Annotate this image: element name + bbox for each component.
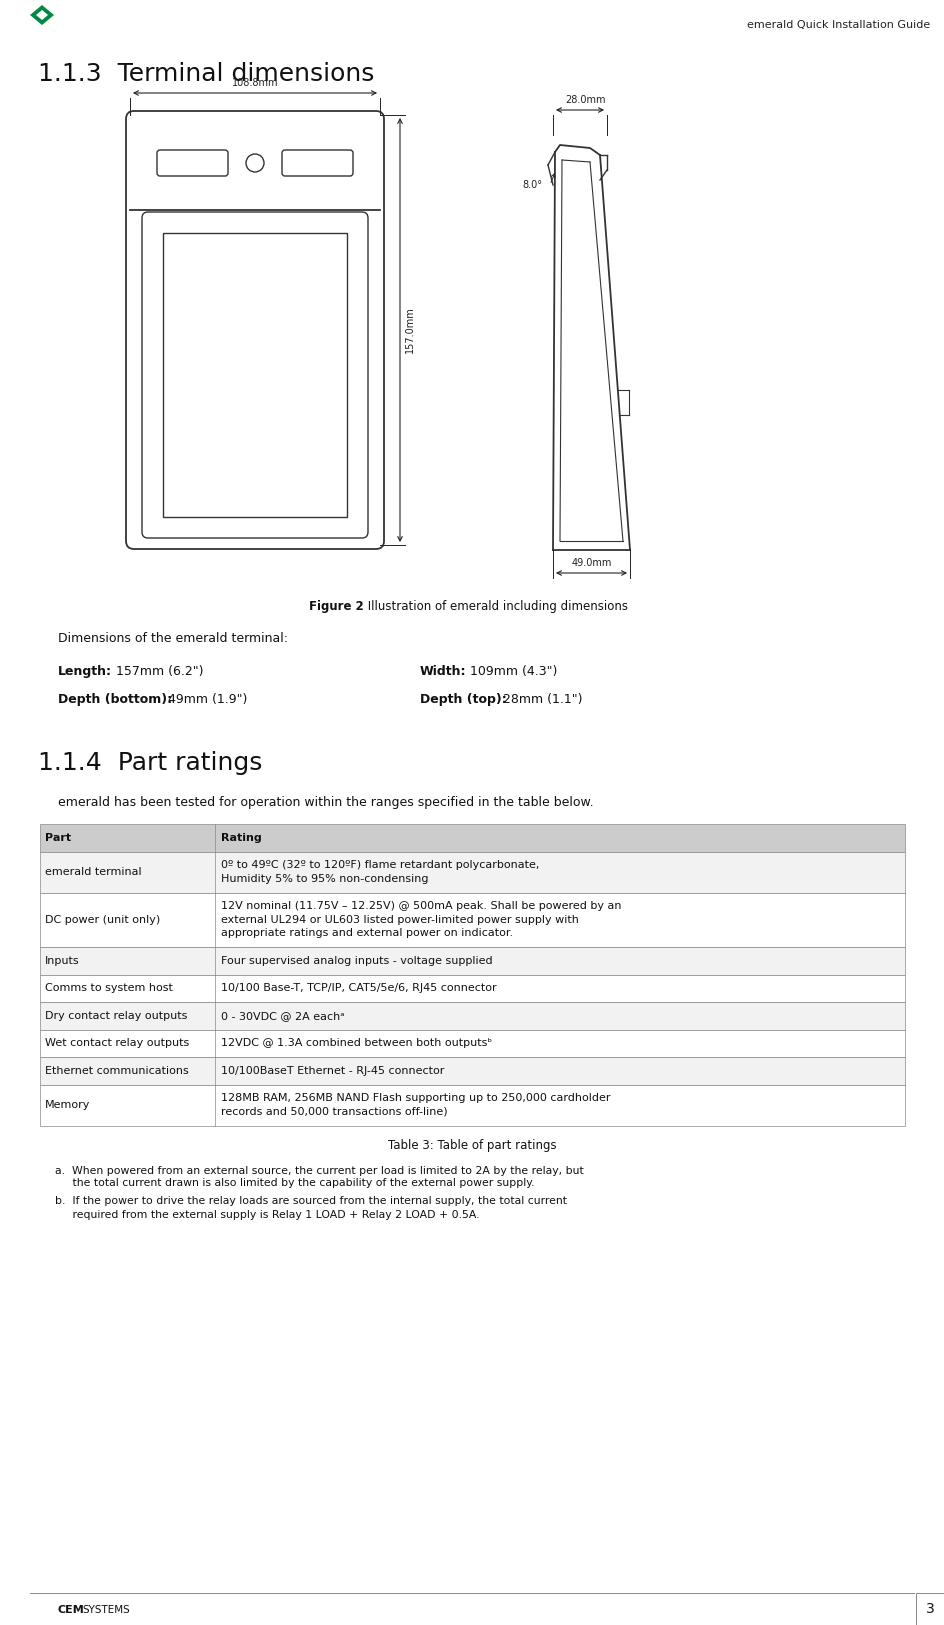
Text: 109mm (4.3"): 109mm (4.3") — [470, 665, 557, 678]
Text: Width:: Width: — [420, 665, 466, 678]
Text: emerald Quick Installation Guide: emerald Quick Installation Guide — [747, 20, 930, 29]
Text: Four supervised analog inputs - voltage supplied: Four supervised analog inputs - voltage … — [221, 956, 493, 965]
Polygon shape — [36, 10, 48, 20]
Bar — [40, 975, 905, 1003]
Text: emerald terminal: emerald terminal — [45, 868, 142, 878]
Text: Figure 2: Figure 2 — [309, 600, 363, 613]
Text: Memory: Memory — [45, 1100, 91, 1110]
Text: Part: Part — [45, 832, 71, 843]
Text: 157mm (6.2"): 157mm (6.2") — [116, 665, 204, 678]
Text: Dimensions of the emerald terminal:: Dimensions of the emerald terminal: — [58, 632, 288, 645]
Text: Length:: Length: — [58, 665, 112, 678]
Text: 157.0mm: 157.0mm — [405, 307, 415, 353]
Bar — [40, 1084, 905, 1126]
Text: external UL294 or UL603 listed power-limited power supply with: external UL294 or UL603 listed power-lim… — [221, 915, 579, 925]
FancyBboxPatch shape — [157, 150, 228, 176]
Polygon shape — [30, 5, 54, 24]
Text: records and 50,000 transactions off-line): records and 50,000 transactions off-line… — [221, 1107, 447, 1116]
Bar — [40, 1056, 905, 1084]
Text: required from the external supply is Relay 1 LOAD + Relay 2 LOAD + 0.5A.: required from the external supply is Rel… — [55, 1209, 480, 1219]
Text: 0 - 30VDC @ 2A eachᵃ: 0 - 30VDC @ 2A eachᵃ — [221, 1011, 345, 1020]
Bar — [40, 1003, 905, 1030]
Text: 128MB RAM, 256MB NAND Flash supporting up to 250,000 cardholder: 128MB RAM, 256MB NAND Flash supporting u… — [221, 1094, 611, 1103]
Text: 1.1.4  Part ratings: 1.1.4 Part ratings — [38, 751, 262, 775]
Text: a.  When powered from an external source, the current per load is limited to 2A : a. When powered from an external source,… — [55, 1165, 583, 1175]
Text: SYSTEMS: SYSTEMS — [82, 1606, 129, 1615]
FancyBboxPatch shape — [142, 211, 368, 538]
Text: 28.0mm: 28.0mm — [565, 94, 605, 106]
Text: 49mm (1.9"): 49mm (1.9") — [168, 692, 247, 705]
Text: 1.1.3  Terminal dimensions: 1.1.3 Terminal dimensions — [38, 62, 375, 86]
Bar — [40, 852, 905, 892]
Text: 10/100 Base-T, TCP/IP, CAT5/5e/6, RJ45 connector: 10/100 Base-T, TCP/IP, CAT5/5e/6, RJ45 c… — [221, 983, 497, 993]
Text: 3: 3 — [926, 1602, 935, 1615]
Text: Humidity 5% to 95% non-condensing: Humidity 5% to 95% non-condensing — [221, 874, 429, 884]
Text: the total current drawn is also limited by the capability of the external power : the total current drawn is also limited … — [55, 1178, 534, 1188]
Text: Inputs: Inputs — [45, 956, 79, 965]
Text: 28mm (1.1"): 28mm (1.1") — [503, 692, 582, 705]
Bar — [916, 1592, 944, 1625]
Text: emerald has been tested for operation within the ranges specified in the table b: emerald has been tested for operation wi… — [58, 796, 594, 809]
Text: Depth (top):: Depth (top): — [420, 692, 507, 705]
Bar — [40, 824, 905, 852]
Text: appropriate ratings and external power on indicator.: appropriate ratings and external power o… — [221, 928, 514, 938]
Bar — [163, 232, 347, 517]
Text: Illustration of emerald including dimensions: Illustration of emerald including dimens… — [364, 600, 629, 613]
Text: 8.0°: 8.0° — [522, 180, 542, 190]
Circle shape — [246, 154, 264, 172]
Text: Ethernet communications: Ethernet communications — [45, 1066, 189, 1076]
FancyBboxPatch shape — [126, 111, 384, 549]
Text: 108.8mm: 108.8mm — [231, 78, 278, 88]
Bar — [40, 1030, 905, 1056]
Text: Depth (bottom):: Depth (bottom): — [58, 692, 172, 705]
Text: Rating: Rating — [221, 832, 261, 843]
Text: Table 3: Table of part ratings: Table 3: Table of part ratings — [388, 1139, 557, 1152]
FancyBboxPatch shape — [282, 150, 353, 176]
Text: 0º to 49ºC (32º to 120ºF) flame retardant polycarbonate,: 0º to 49ºC (32º to 120ºF) flame retardan… — [221, 860, 539, 871]
Text: 49.0mm: 49.0mm — [571, 557, 612, 569]
Text: Comms to system host: Comms to system host — [45, 983, 173, 993]
Text: 12VDC @ 1.3A combined between both outputsᵇ: 12VDC @ 1.3A combined between both outpu… — [221, 1038, 492, 1048]
Bar — [40, 892, 905, 947]
Text: b.  If the power to drive the relay loads are sourced from the internal supply, : b. If the power to drive the relay loads… — [55, 1196, 567, 1206]
Text: Dry contact relay outputs: Dry contact relay outputs — [45, 1011, 187, 1020]
Text: Wet contact relay outputs: Wet contact relay outputs — [45, 1038, 189, 1048]
Text: 10/100BaseT Ethernet - RJ-45 connector: 10/100BaseT Ethernet - RJ-45 connector — [221, 1066, 445, 1076]
Bar — [40, 947, 905, 975]
Text: DC power (unit only): DC power (unit only) — [45, 915, 160, 925]
Text: 12V nominal (11.75V – 12.25V) @ 500mA peak. Shall be powered by an: 12V nominal (11.75V – 12.25V) @ 500mA pe… — [221, 902, 621, 912]
Text: CEM: CEM — [58, 1606, 85, 1615]
